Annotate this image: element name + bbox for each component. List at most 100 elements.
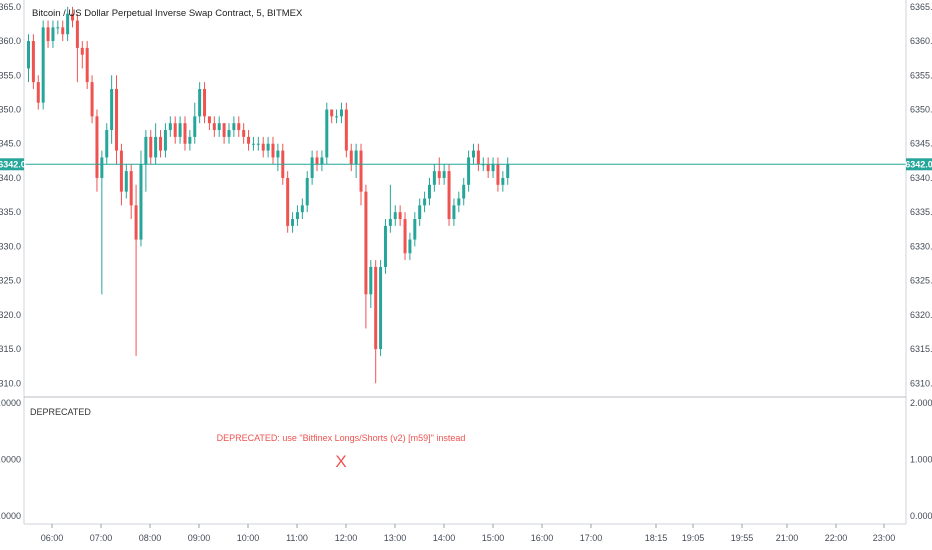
- candle-body: [491, 164, 495, 172]
- time-tick-label: 14:00: [433, 533, 456, 543]
- candle-body: [344, 109, 348, 151]
- right-price-tick: 6340.0: [910, 173, 932, 183]
- left-price-tick: 6330.0: [0, 241, 21, 251]
- right-price-tick: 6350.0: [910, 105, 932, 115]
- candle-body: [442, 171, 446, 178]
- last-price-value-left: 6342.0: [0, 159, 26, 169]
- candle-body: [95, 116, 99, 178]
- candle-body: [432, 171, 436, 185]
- candle-body: [159, 136, 163, 151]
- time-tick-label: 11:00: [286, 533, 308, 543]
- candle-body: [467, 157, 471, 185]
- candle-body: [374, 266, 378, 350]
- candle-body: [90, 82, 94, 117]
- candle-body: [315, 157, 319, 165]
- indicator-right-tick: 1.0000: [910, 455, 932, 465]
- candle-body: [427, 184, 431, 199]
- last-price-value-right: 6342.0: [905, 159, 932, 169]
- candle-body: [237, 123, 241, 131]
- candle-body: [310, 157, 314, 178]
- left-price-tick: 6345.0: [0, 139, 21, 149]
- left-price-tick: 6320.0: [0, 310, 21, 320]
- indicator-left-tick: 2.0000: [0, 398, 21, 408]
- candle-body: [41, 27, 45, 103]
- candle-body: [496, 164, 500, 185]
- time-tick-label: 10:00: [237, 533, 260, 543]
- candle-body: [129, 171, 133, 206]
- time-tick-label: 06:00: [41, 533, 64, 543]
- candle-body: [144, 136, 148, 165]
- time-tick-label: 07:00: [90, 533, 113, 543]
- candle-body: [418, 205, 422, 220]
- right-price-tick: 6325.0: [910, 276, 932, 286]
- candle-body: [212, 123, 216, 131]
- left-price-scale[interactable]: 6365.0 6360.0 6355.0 6350.0 6345.0 6340.0 6335…: [0, 2, 21, 389]
- candle-body: [452, 205, 456, 220]
- candle-body: [75, 20, 79, 48]
- candle-body: [364, 191, 368, 295]
- candle-body: [305, 177, 309, 206]
- candle-body: [447, 171, 451, 220]
- indicator-left-scale[interactable]: 2.0000 1.0000 0.0000: [0, 398, 21, 521]
- candle-body: [36, 82, 40, 103]
- last-price-badge-left: 6342.0: [0, 158, 26, 171]
- candle-body: [203, 88, 207, 117]
- time-tick-label: 19:55: [731, 533, 754, 543]
- candle-body: [437, 171, 441, 178]
- candle-body: [339, 109, 343, 117]
- candle-body: [46, 27, 50, 42]
- indicator-right-tick: 2.0000: [910, 398, 932, 408]
- time-axis[interactable]: 06:00 07:00 08:00 09:00 10:00 11:00 12:00 13:00…: [41, 524, 896, 543]
- candle-body: [71, 13, 75, 21]
- candle-body: [471, 150, 475, 158]
- indicator-name: DEPRECATED: [30, 407, 91, 417]
- candle-body: [163, 130, 167, 151]
- left-price-tick: 6315.0: [0, 344, 21, 354]
- right-price-tick: 6310.0: [910, 378, 932, 388]
- candle-body: [193, 116, 197, 137]
- candle-body: [261, 143, 265, 151]
- candle-body: [188, 136, 192, 144]
- indicator-left-tick: 1.0000: [0, 455, 21, 465]
- time-tick-label: 19:05: [682, 533, 705, 543]
- left-price-tick: 6325.0: [0, 276, 21, 286]
- time-tick-label: 17:00: [580, 533, 603, 543]
- left-price-tick: 6335.0: [0, 207, 21, 217]
- candle-body: [134, 205, 138, 240]
- candle-body: [85, 47, 89, 83]
- candle-body: [168, 123, 172, 131]
- candle-body: [154, 136, 158, 158]
- left-price-tick: 6350.0: [0, 105, 21, 115]
- candle-body: [506, 164, 510, 178]
- candle-body: [335, 116, 339, 118]
- time-tick-label: 22:00: [825, 533, 848, 543]
- right-price-tick: 6345.0: [910, 139, 932, 149]
- candle-body: [183, 123, 187, 144]
- candle-body: [291, 219, 295, 226]
- candle-body: [178, 123, 182, 137]
- deprecation-x-marker: X: [335, 452, 346, 471]
- candle-body: [149, 136, 153, 158]
- candle-body: [379, 266, 383, 350]
- right-price-tick: 6355.0: [910, 70, 932, 80]
- candle-body: [119, 150, 123, 192]
- candle-body: [388, 219, 392, 226]
- candle-body: [232, 123, 236, 131]
- right-price-scale[interactable]: 6365.0 6360.0 6355.0 6350.0 6345.0 6340.0 6335…: [910, 2, 932, 389]
- candle-body: [105, 130, 109, 158]
- candle-body: [256, 143, 260, 145]
- indicator-right-scale[interactable]: 2.0000 1.0000 0.0000: [910, 398, 932, 521]
- left-price-tick: 6340.0: [0, 173, 21, 183]
- left-price-tick: 6310.0: [0, 378, 21, 388]
- candle-body: [31, 41, 35, 83]
- last-price-badge-right: 6342.0: [905, 158, 932, 171]
- candle-body: [462, 184, 466, 199]
- candle-body: [330, 109, 334, 117]
- candle-body: [383, 225, 387, 267]
- candle-body: [207, 116, 211, 124]
- candle-body: [198, 88, 202, 117]
- time-tick-label: 09:00: [188, 533, 211, 543]
- candle-body: [320, 157, 324, 165]
